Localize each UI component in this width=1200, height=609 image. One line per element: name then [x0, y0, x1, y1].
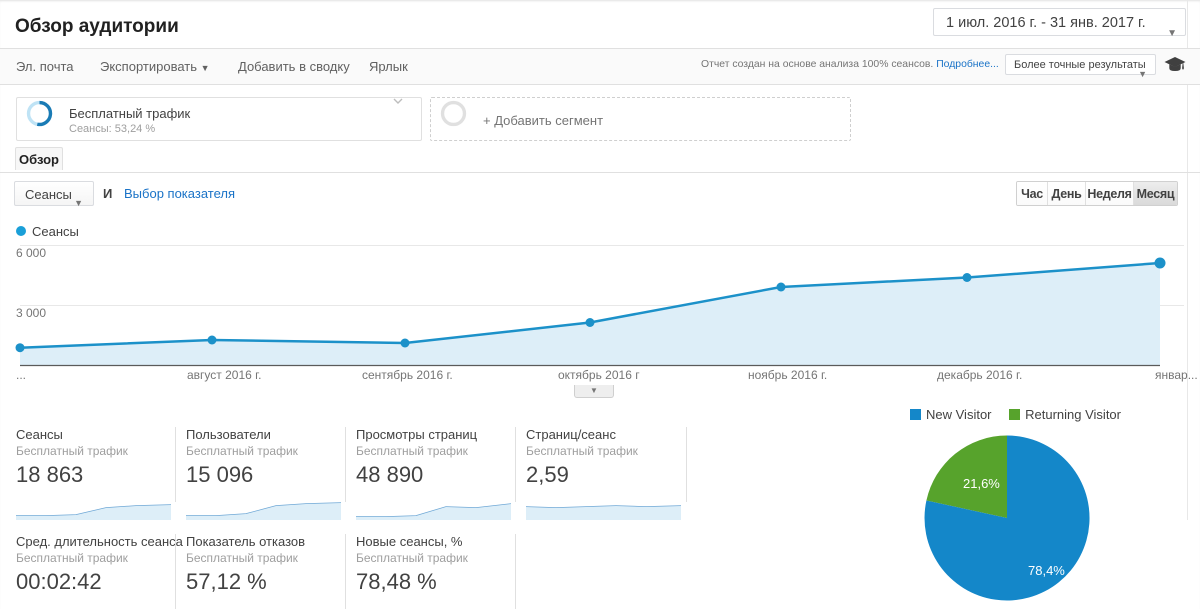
svg-text:78,4%: 78,4%	[1028, 563, 1065, 578]
svg-text:21,6%: 21,6%	[963, 476, 1000, 491]
